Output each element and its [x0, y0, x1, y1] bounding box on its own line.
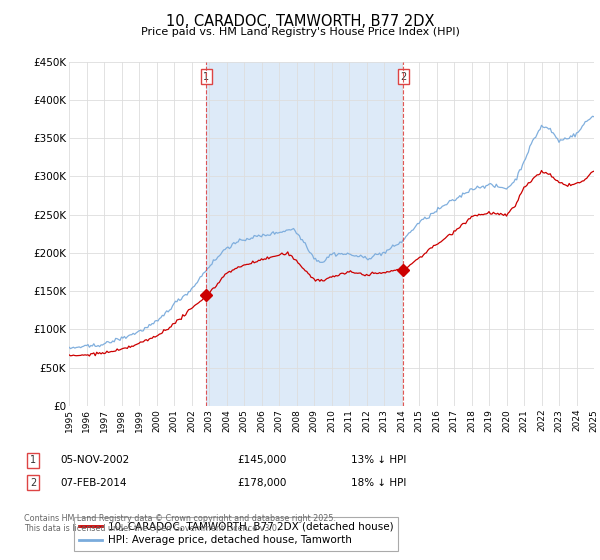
Text: 18% ↓ HPI: 18% ↓ HPI	[351, 478, 406, 488]
Bar	[206, 62, 403, 406]
Text: Contains HM Land Registry data © Crown copyright and database right 2025.
This d: Contains HM Land Registry data © Crown c…	[24, 514, 336, 534]
Text: 1: 1	[203, 72, 209, 82]
Legend: 10, CARADOC, TAMWORTH, B77 2DX (detached house), HPI: Average price, detached ho: 10, CARADOC, TAMWORTH, B77 2DX (detached…	[74, 516, 398, 550]
Text: £145,000: £145,000	[237, 455, 286, 465]
Text: £178,000: £178,000	[237, 478, 286, 488]
Text: 10, CARADOC, TAMWORTH, B77 2DX: 10, CARADOC, TAMWORTH, B77 2DX	[166, 14, 434, 29]
Text: 05-NOV-2002: 05-NOV-2002	[60, 455, 129, 465]
Text: 07-FEB-2014: 07-FEB-2014	[60, 478, 127, 488]
Text: 2: 2	[30, 478, 36, 488]
Text: 13% ↓ HPI: 13% ↓ HPI	[351, 455, 406, 465]
Text: 1: 1	[30, 455, 36, 465]
Text: Price paid vs. HM Land Registry's House Price Index (HPI): Price paid vs. HM Land Registry's House …	[140, 27, 460, 37]
Text: 2: 2	[400, 72, 406, 82]
